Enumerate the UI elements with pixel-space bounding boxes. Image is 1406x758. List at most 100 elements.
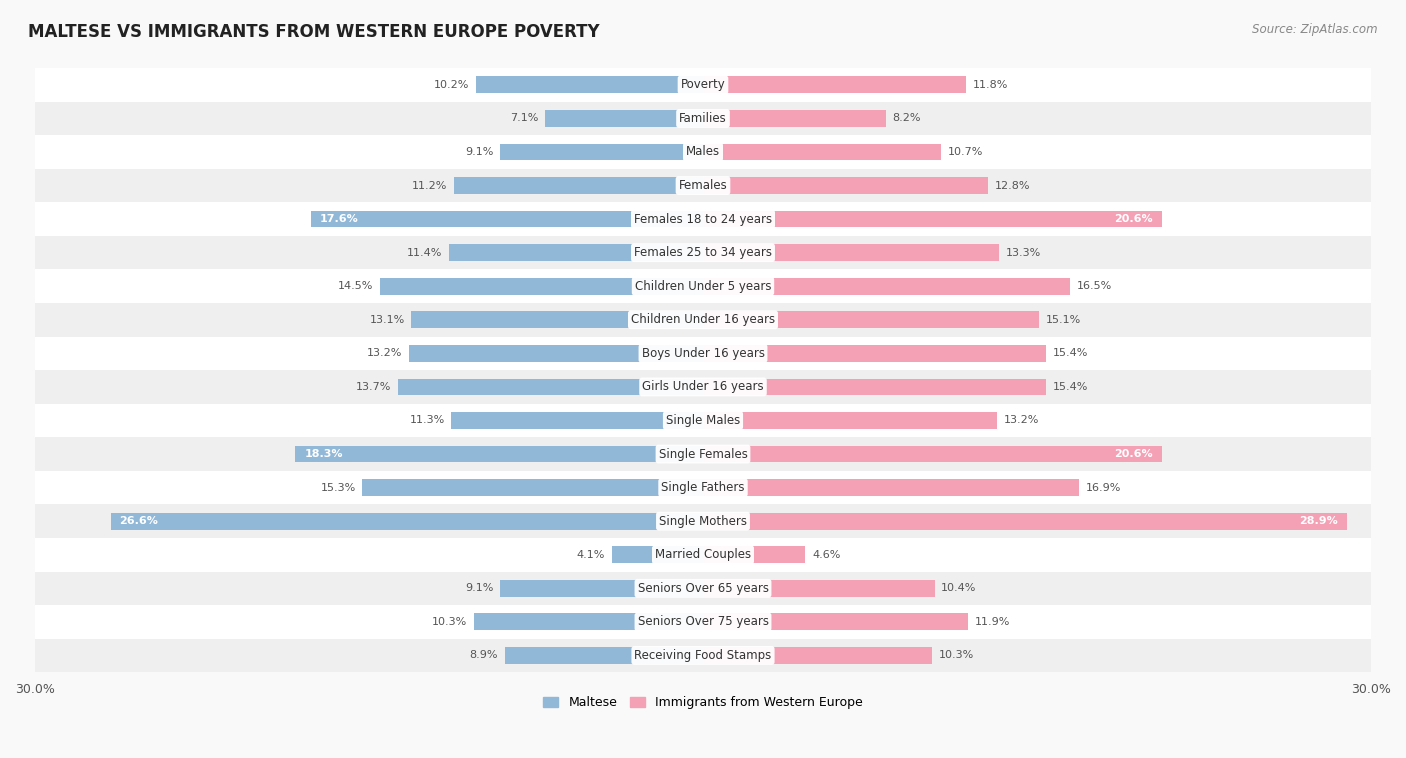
Text: 13.2%: 13.2% [367, 349, 402, 359]
Bar [703, 446, 1161, 462]
Text: 12.8%: 12.8% [994, 180, 1031, 190]
Bar [35, 102, 1371, 135]
Bar [380, 278, 703, 295]
Bar [451, 412, 703, 429]
Bar [546, 110, 703, 127]
Bar [703, 143, 941, 161]
Text: 9.1%: 9.1% [465, 584, 494, 594]
Bar [35, 303, 1371, 337]
Bar [501, 580, 703, 597]
Text: 28.9%: 28.9% [1299, 516, 1337, 526]
Bar [35, 605, 1371, 639]
Text: Girls Under 16 years: Girls Under 16 years [643, 381, 763, 393]
Text: 10.7%: 10.7% [948, 147, 983, 157]
Text: 10.3%: 10.3% [939, 650, 974, 660]
Bar [703, 479, 1080, 496]
Text: Poverty: Poverty [681, 78, 725, 92]
Text: 10.2%: 10.2% [434, 80, 470, 90]
Text: Seniors Over 65 years: Seniors Over 65 years [637, 582, 769, 595]
Text: 11.8%: 11.8% [973, 80, 1008, 90]
Text: 11.9%: 11.9% [974, 617, 1010, 627]
Text: 16.5%: 16.5% [1077, 281, 1112, 291]
Bar [35, 437, 1371, 471]
Bar [35, 504, 1371, 538]
Bar [35, 404, 1371, 437]
Bar [703, 547, 806, 563]
Bar [398, 378, 703, 396]
Text: 13.1%: 13.1% [370, 315, 405, 324]
Text: 18.3%: 18.3% [304, 449, 343, 459]
Text: 8.2%: 8.2% [893, 114, 921, 124]
Text: 7.1%: 7.1% [510, 114, 538, 124]
Text: Boys Under 16 years: Boys Under 16 years [641, 347, 765, 360]
Text: 15.1%: 15.1% [1046, 315, 1081, 324]
Text: 10.4%: 10.4% [941, 584, 977, 594]
Bar [412, 312, 703, 328]
Bar [35, 337, 1371, 370]
Bar [703, 378, 1046, 396]
Text: MALTESE VS IMMIGRANTS FROM WESTERN EUROPE POVERTY: MALTESE VS IMMIGRANTS FROM WESTERN EUROP… [28, 23, 600, 41]
Bar [703, 647, 932, 664]
Bar [475, 77, 703, 93]
Bar [501, 143, 703, 161]
Bar [703, 177, 988, 194]
Bar [35, 169, 1371, 202]
Bar [111, 513, 703, 530]
Text: 4.6%: 4.6% [813, 550, 841, 559]
Bar [703, 244, 1000, 261]
Text: Receiving Food Stamps: Receiving Food Stamps [634, 649, 772, 662]
Bar [703, 345, 1046, 362]
Text: 11.4%: 11.4% [408, 248, 443, 258]
Text: 4.1%: 4.1% [576, 550, 605, 559]
Text: 26.6%: 26.6% [120, 516, 159, 526]
Bar [505, 647, 703, 664]
Text: Females: Females [679, 179, 727, 192]
Bar [295, 446, 703, 462]
Bar [35, 202, 1371, 236]
Text: Single Fathers: Single Fathers [661, 481, 745, 494]
Text: 15.4%: 15.4% [1053, 349, 1088, 359]
Text: Children Under 16 years: Children Under 16 years [631, 313, 775, 326]
Text: Source: ZipAtlas.com: Source: ZipAtlas.com [1253, 23, 1378, 36]
Text: 13.7%: 13.7% [356, 382, 391, 392]
Bar [35, 269, 1371, 303]
Text: 17.6%: 17.6% [321, 214, 359, 224]
Bar [703, 580, 935, 597]
Text: Males: Males [686, 146, 720, 158]
Bar [703, 613, 967, 631]
Bar [612, 547, 703, 563]
Bar [454, 177, 703, 194]
Text: 20.6%: 20.6% [1114, 214, 1153, 224]
Bar [311, 211, 703, 227]
Bar [35, 68, 1371, 102]
Bar [703, 77, 966, 93]
Text: Females 25 to 34 years: Females 25 to 34 years [634, 246, 772, 259]
Bar [449, 244, 703, 261]
Text: 11.2%: 11.2% [412, 180, 447, 190]
Text: Married Couples: Married Couples [655, 548, 751, 561]
Text: 13.2%: 13.2% [1004, 415, 1039, 425]
Text: 15.3%: 15.3% [321, 483, 356, 493]
Text: Families: Families [679, 112, 727, 125]
Text: Single Males: Single Males [666, 414, 740, 427]
Text: 13.3%: 13.3% [1005, 248, 1040, 258]
Text: 10.3%: 10.3% [432, 617, 467, 627]
Bar [363, 479, 703, 496]
Bar [35, 236, 1371, 269]
Text: 9.1%: 9.1% [465, 147, 494, 157]
Bar [35, 639, 1371, 672]
Bar [35, 538, 1371, 572]
Bar [703, 312, 1039, 328]
Text: 15.4%: 15.4% [1053, 382, 1088, 392]
Text: Seniors Over 75 years: Seniors Over 75 years [637, 615, 769, 628]
Text: 11.3%: 11.3% [409, 415, 444, 425]
Bar [703, 211, 1161, 227]
Text: Single Mothers: Single Mothers [659, 515, 747, 528]
Legend: Maltese, Immigrants from Western Europe: Maltese, Immigrants from Western Europe [538, 691, 868, 714]
Bar [703, 110, 886, 127]
Bar [35, 135, 1371, 169]
Bar [474, 613, 703, 631]
Text: Single Females: Single Females [658, 447, 748, 461]
Bar [35, 572, 1371, 605]
Text: 16.9%: 16.9% [1085, 483, 1122, 493]
